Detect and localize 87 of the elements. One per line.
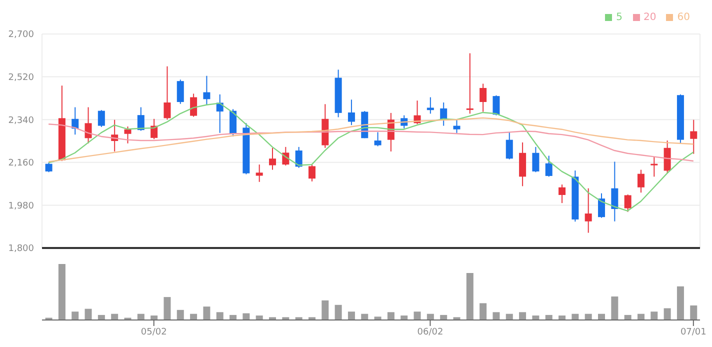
candlestick <box>453 119 460 134</box>
candlestick <box>650 156 658 178</box>
candlestick <box>348 99 355 126</box>
bar <box>650 312 658 320</box>
x-tick-label: 06/02 <box>417 327 444 338</box>
bar <box>164 297 171 320</box>
bar <box>72 312 79 320</box>
candlestick <box>480 83 487 112</box>
legend-label: 20 <box>644 12 656 23</box>
candlestick <box>466 52 474 114</box>
candlestick <box>124 126 132 144</box>
candlestick <box>598 192 606 218</box>
candlestick <box>190 93 198 118</box>
bar <box>322 300 329 320</box>
bar <box>572 314 579 320</box>
candlestick <box>137 106 144 132</box>
bar <box>492 312 500 320</box>
candlestick <box>611 161 618 222</box>
candlestick <box>308 164 316 182</box>
bar <box>584 314 592 320</box>
candlestick <box>624 194 632 212</box>
bar <box>176 310 184 320</box>
bar <box>480 303 487 320</box>
candlestick <box>545 155 552 178</box>
bar <box>400 316 408 320</box>
bar <box>506 314 513 320</box>
bar <box>532 316 540 320</box>
bar <box>137 314 144 320</box>
bar <box>690 305 698 320</box>
bar <box>203 306 210 320</box>
candlestick <box>664 140 671 174</box>
candlestick <box>532 146 540 173</box>
y-tick-label: 1,980 <box>8 201 34 212</box>
x-tick-label: 07/01 <box>680 327 706 338</box>
y-tick-label: 2,700 <box>8 30 34 40</box>
candlestick <box>426 96 434 114</box>
legend-label: 5 <box>616 12 623 23</box>
bar <box>190 314 198 320</box>
candlestick <box>690 119 698 154</box>
bar <box>664 308 671 320</box>
candlestick <box>203 75 210 106</box>
y-tick-label: 1,800 <box>8 244 34 254</box>
candlestick <box>269 147 276 170</box>
candlestick <box>256 164 263 182</box>
candlestick <box>164 66 171 120</box>
bar <box>558 316 566 320</box>
candlestick <box>176 79 184 104</box>
bar <box>637 314 644 320</box>
candlestick <box>558 184 566 204</box>
bar <box>453 317 460 320</box>
candlestick <box>98 110 105 128</box>
bar <box>348 312 355 320</box>
bar <box>466 272 474 320</box>
bar <box>361 314 368 320</box>
candlestick <box>45 162 52 173</box>
candlestick <box>295 146 302 168</box>
bar <box>282 317 290 320</box>
bar <box>334 304 342 320</box>
bar <box>269 317 276 320</box>
candlestick <box>492 94 500 116</box>
candlestick <box>506 132 513 160</box>
bar <box>387 312 394 320</box>
candlestick <box>84 106 92 144</box>
bar <box>611 296 618 320</box>
y-tick-label: 2,520 <box>8 72 34 83</box>
bar <box>676 286 684 320</box>
bar <box>519 312 526 320</box>
y-tick-label: 2,160 <box>8 158 34 169</box>
bar <box>426 314 434 320</box>
bar <box>414 312 421 320</box>
legend-label: 60 <box>677 12 690 23</box>
bar <box>295 317 302 320</box>
candlestick <box>637 169 644 194</box>
y-tick-label: 2,340 <box>8 116 34 126</box>
candlestick <box>584 188 592 234</box>
x-tick-label: 05/02 <box>140 327 167 338</box>
bar <box>58 264 66 320</box>
candlestick <box>519 142 526 187</box>
bar <box>598 314 606 320</box>
candlestick <box>230 108 237 137</box>
bar <box>111 314 118 320</box>
bar <box>84 308 92 320</box>
candlestick <box>374 132 382 147</box>
bar <box>308 317 316 320</box>
bar <box>150 316 158 320</box>
bar <box>256 316 263 320</box>
bar <box>216 312 224 320</box>
